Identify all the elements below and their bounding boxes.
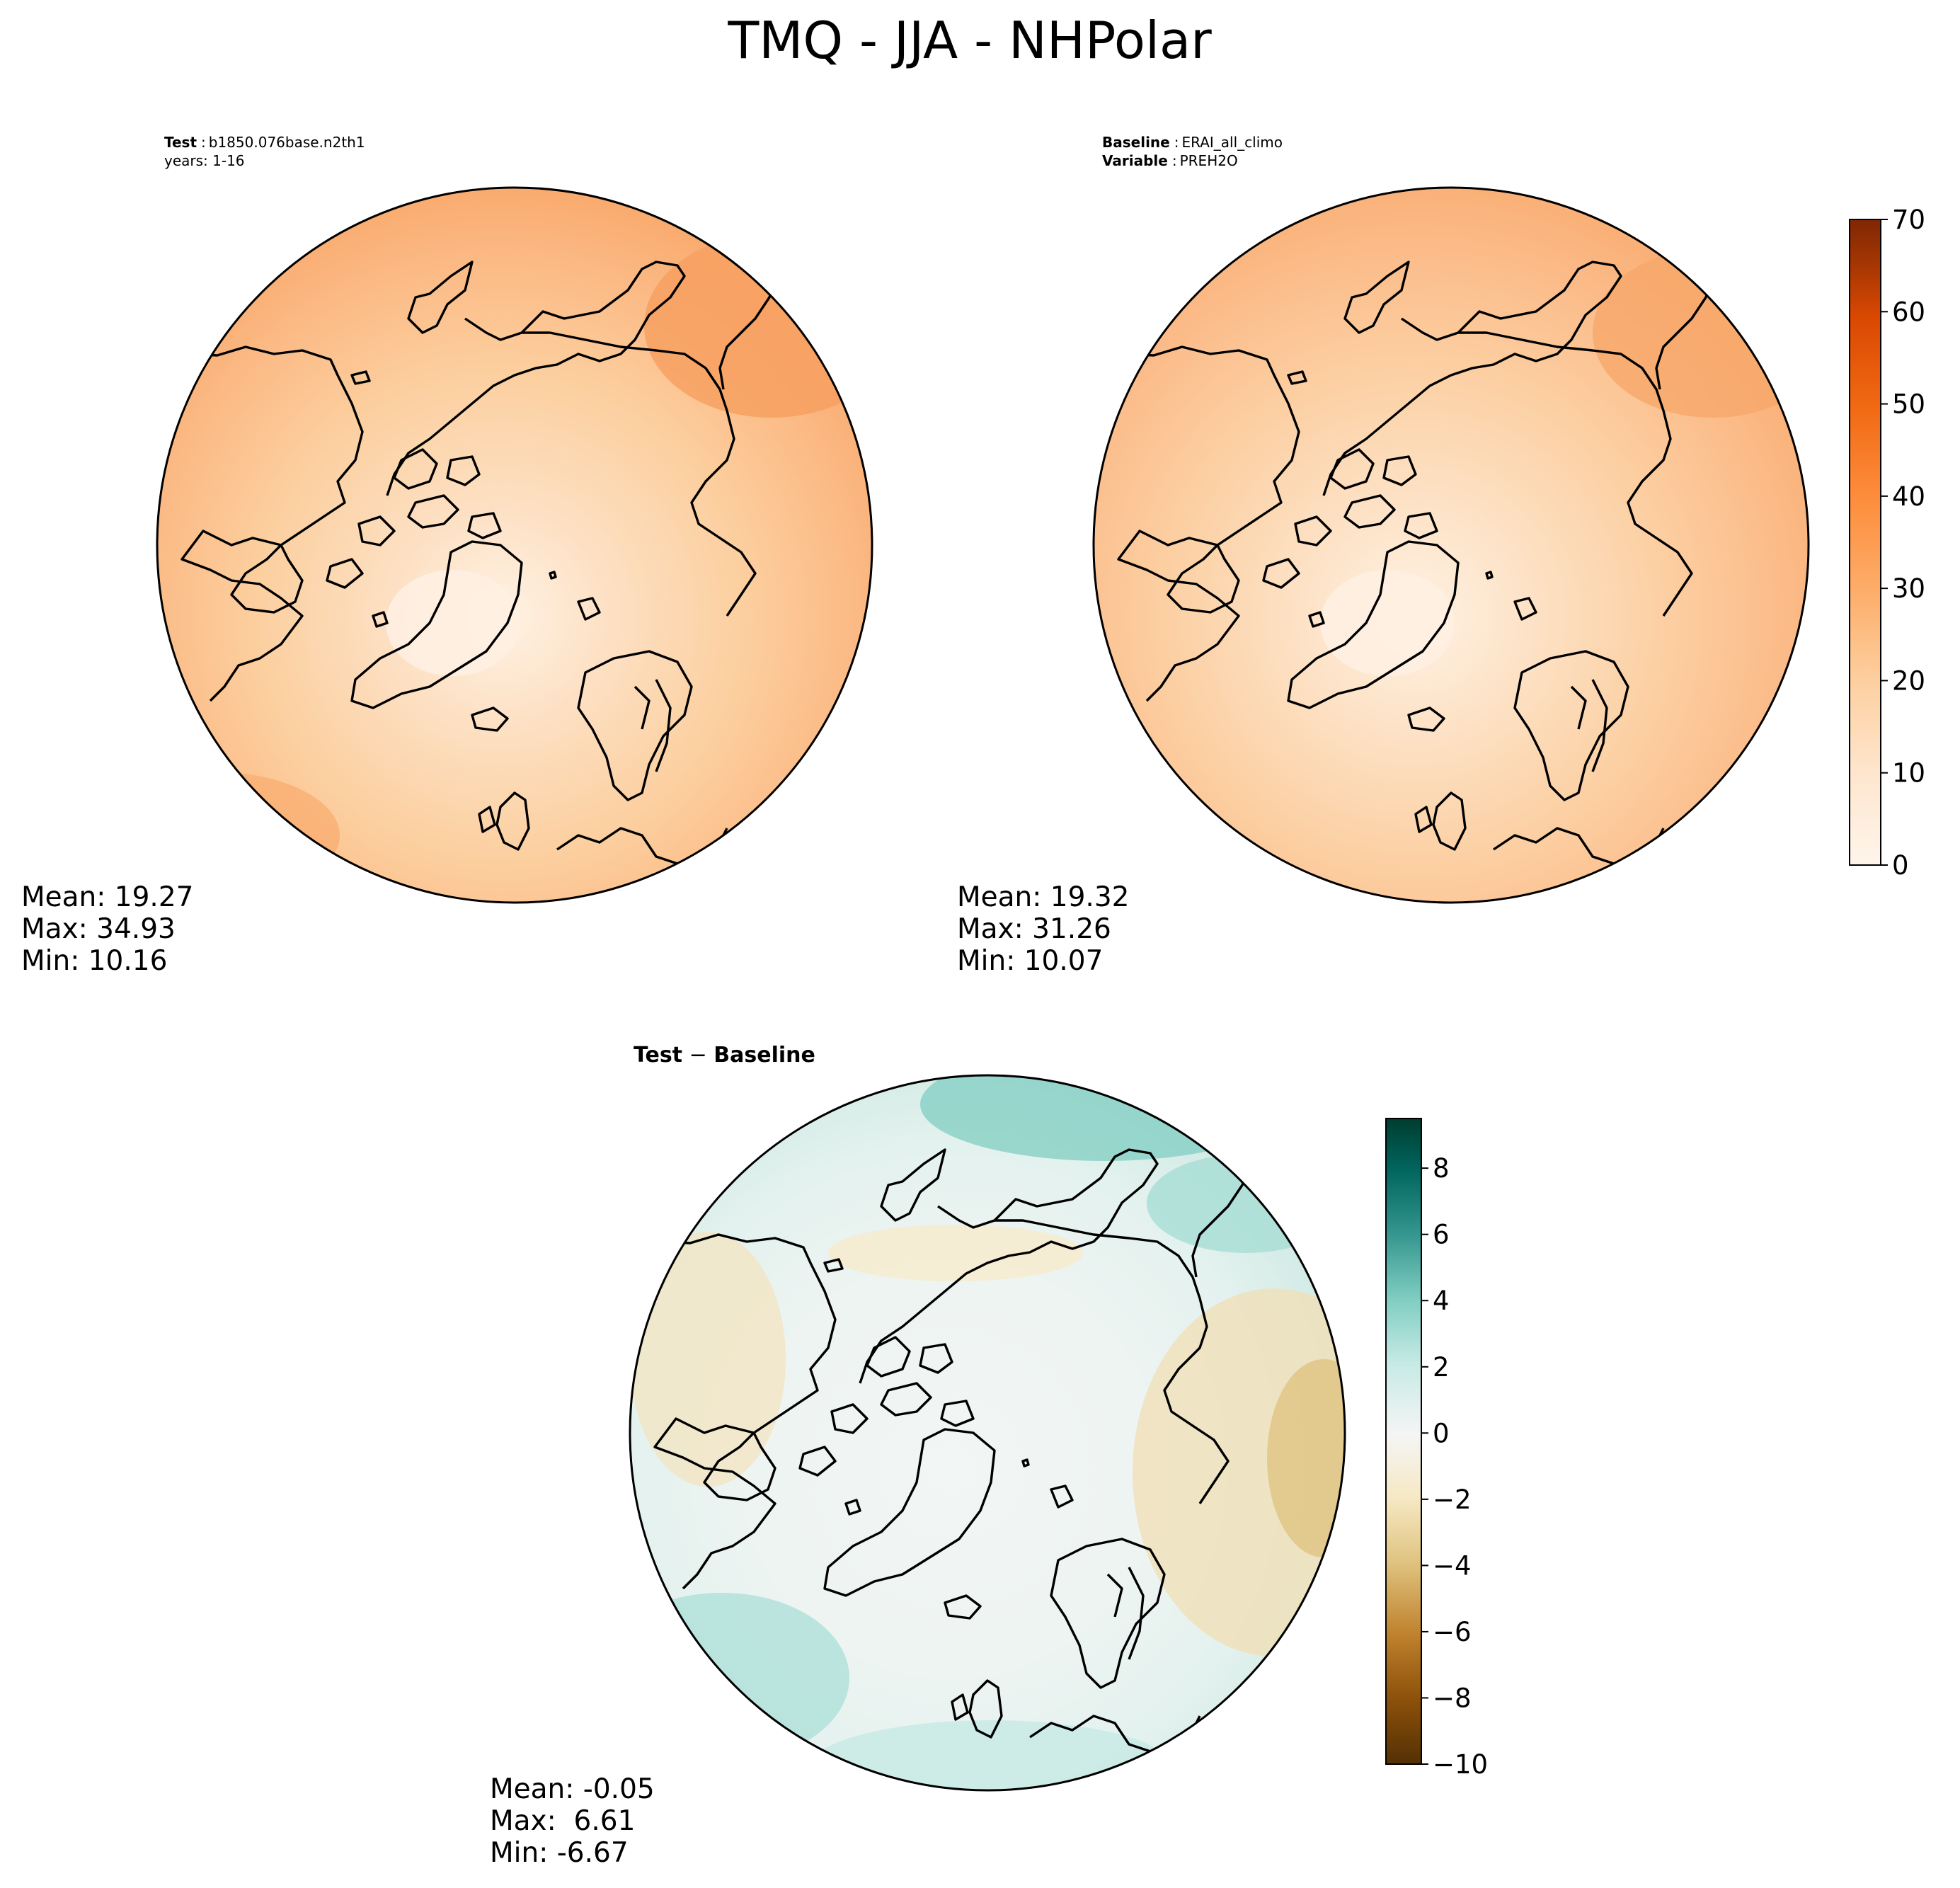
diff-colorbar-tick-label: −10 — [1433, 1749, 1488, 1780]
test-years: years: 1-16 — [164, 152, 245, 169]
diff-stat-max: Max: 6.61 — [490, 1805, 635, 1837]
figure-title: TMQ - JJA - NHPolar — [727, 11, 1212, 70]
map-colorbar: 0 10 20 30 40 50 60 70 — [1849, 205, 1925, 881]
baseline-stat-min: Min: 10.07 — [957, 945, 1103, 977]
baseline-stat-max: Max: 31.26 — [957, 913, 1111, 945]
variable-label: Variable: PREH2O — [1102, 152, 1238, 169]
diff-map-boundary — [629, 1074, 1346, 1792]
baseline-label-value: ERAI_all_climo — [1181, 134, 1283, 151]
test-field-low-region — [386, 570, 520, 676]
map-colorbar-tick-label: 10 — [1892, 758, 1925, 789]
diff-colorbar-tick-label: 6 — [1433, 1220, 1450, 1250]
map-colorbar-tick-label: 0 — [1892, 850, 1909, 881]
baseline-panel: Baseline: ERAI_all_climo Variable: PREH2O … — [957, 134, 1810, 977]
diff-field-negative-far-east — [1267, 1359, 1345, 1557]
diff-field-negative-west — [630, 1232, 786, 1487]
diff-field-positive-south — [807, 1720, 1175, 1790]
diff-colorbar-tick-label: −6 — [1433, 1617, 1472, 1647]
diff-title: Test − Baseline — [634, 1043, 815, 1068]
diff-colorbar-tick-label: −4 — [1433, 1550, 1472, 1581]
diff-stat-mean: Mean: -0.05 — [490, 1773, 655, 1805]
test-label-key: Test — [164, 134, 197, 151]
test-label-value: b1850.076base.n2th1 — [209, 134, 365, 151]
map-colorbar-tick-label: 60 — [1892, 297, 1925, 327]
diff-title-test: Test — [634, 1043, 682, 1068]
baseline-stat-mean: Mean: 19.32 — [957, 881, 1129, 913]
test-stat-mean: Mean: 19.27 — [21, 881, 193, 913]
variable-label-sep: : — [1172, 152, 1177, 169]
test-map — [157, 188, 872, 903]
baseline-field-high-region — [1593, 248, 1809, 418]
baseline-label: Baseline: ERAI_all_climo — [1102, 134, 1283, 151]
diff-map — [630, 1075, 1345, 1790]
map-colorbar-ticks: 0 10 20 30 40 50 60 70 — [1881, 205, 1925, 881]
test-label-sep: : — [201, 134, 206, 151]
test-label: Test: b1850.076base.n2th1 — [164, 134, 365, 151]
diff-colorbar: −10 −8 −6 −4 −2 0 2 4 6 8 — [1385, 1118, 1488, 1780]
diff-title-minus: − — [682, 1043, 713, 1068]
variable-label-value: PREH2O — [1180, 152, 1238, 169]
diff-title-baseline: Baseline — [713, 1043, 815, 1068]
diff-colorbar-tick-label: 2 — [1433, 1352, 1450, 1383]
diff-field-negative-center — [828, 1225, 1083, 1281]
test-map-boundary — [156, 186, 873, 904]
diff-stat-min: Min: -6.67 — [490, 1837, 629, 1869]
test-field-high-region — [644, 234, 872, 418]
diff-field-positive-ne — [1147, 1154, 1345, 1253]
map-colorbar-tick-label: 70 — [1892, 205, 1925, 235]
test-stat-min: Min: 10.16 — [21, 945, 167, 977]
diff-colorbar-ticks: −10 −8 −6 −4 −2 0 2 4 6 8 — [1421, 1153, 1488, 1780]
map-colorbar-fill — [1849, 219, 1881, 866]
diff-colorbar-fill — [1385, 1118, 1422, 1765]
baseline-map-boundary — [1092, 186, 1810, 904]
diff-colorbar-tick-label: 8 — [1433, 1153, 1450, 1184]
map-colorbar-tick-label: 20 — [1892, 665, 1925, 696]
diff-colorbar-tick-label: 4 — [1433, 1286, 1450, 1316]
diff-colorbar-tick-label: 0 — [1433, 1418, 1450, 1448]
diff-colorbar-tick-label: −8 — [1433, 1683, 1472, 1713]
diff-panel: Test − Baseline Mean: -0.05 Max: 6.61 Mi… — [490, 1043, 1346, 1869]
map-colorbar-tick-label: 30 — [1892, 573, 1925, 604]
diff-field-positive-north — [920, 1075, 1288, 1161]
baseline-field-low-region — [1320, 570, 1455, 676]
test-stat-max: Max: 34.93 — [21, 913, 176, 945]
baseline-map — [1094, 188, 1809, 903]
baseline-label-sep: : — [1174, 134, 1179, 151]
diff-field-positive-sw — [630, 1593, 849, 1763]
diff-colorbar-tick-label: −2 — [1433, 1484, 1472, 1515]
variable-label-key: Variable — [1102, 152, 1168, 169]
test-panel: Test: b1850.076base.n2th1 years: 1-16 Mea… — [21, 134, 873, 977]
map-colorbar-tick-label: 40 — [1892, 481, 1925, 512]
test-field-high-region-sw — [157, 772, 340, 899]
baseline-label-key: Baseline — [1102, 134, 1170, 151]
map-colorbar-tick-label: 50 — [1892, 389, 1925, 420]
